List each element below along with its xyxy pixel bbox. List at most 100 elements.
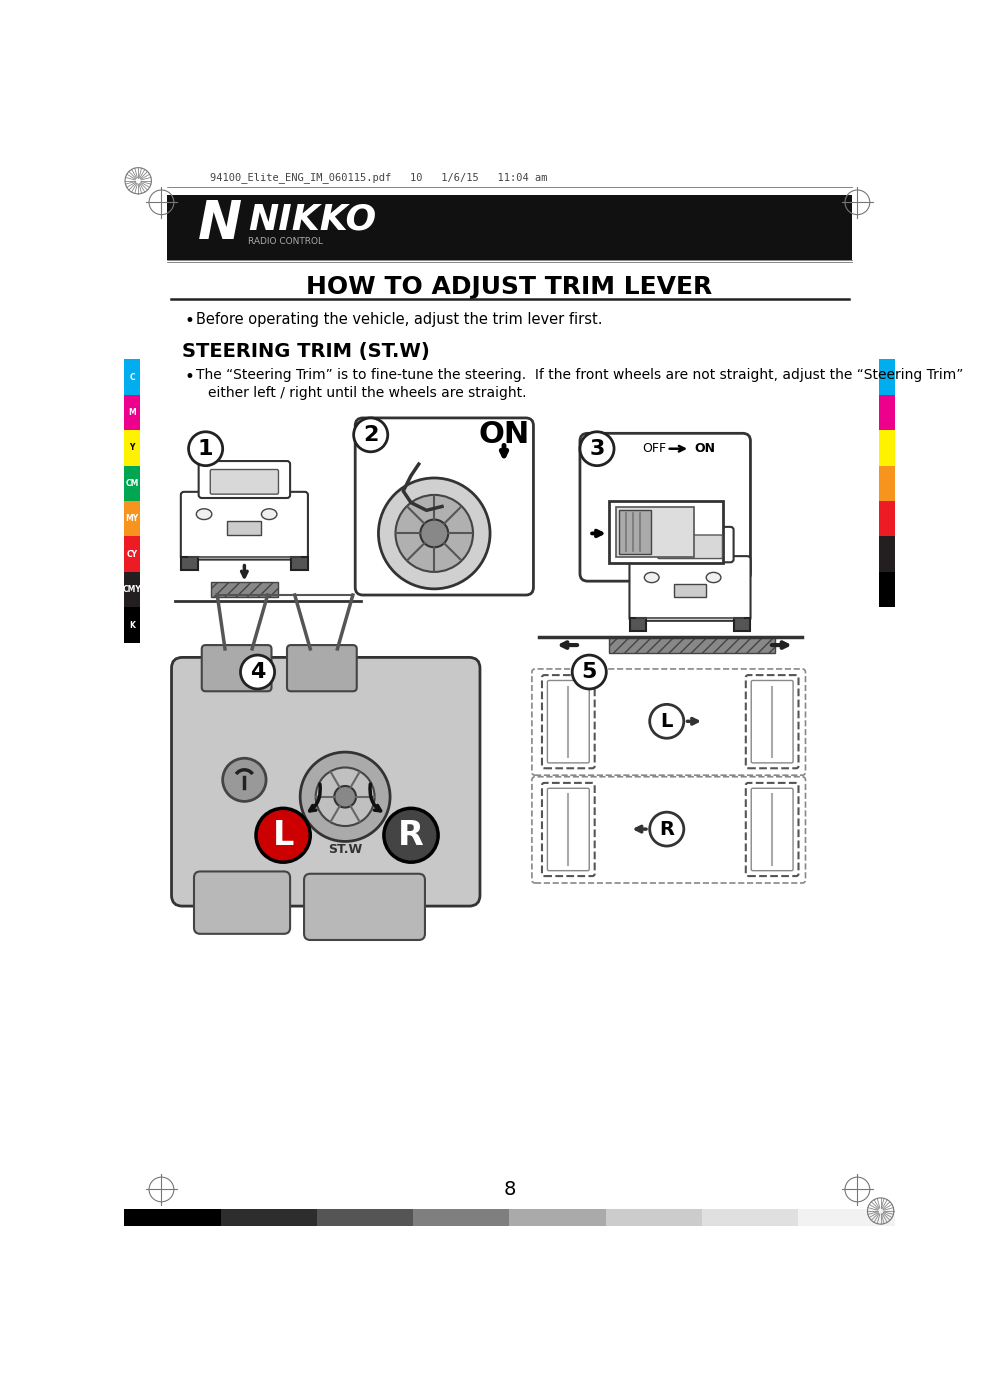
- Text: R: R: [659, 820, 674, 839]
- Text: The “Steering Trim” is to fine-tune the steering.  If the front wheels are not s: The “Steering Trim” is to fine-tune the …: [197, 368, 964, 382]
- Bar: [124, 502, 140, 536]
- FancyBboxPatch shape: [202, 645, 271, 692]
- Bar: [124, 1210, 221, 1226]
- Text: ST.W: ST.W: [328, 842, 362, 856]
- Bar: [879, 360, 895, 395]
- Bar: [510, 1210, 605, 1226]
- Text: 5: 5: [581, 661, 597, 682]
- Bar: [879, 395, 895, 430]
- Circle shape: [650, 812, 684, 846]
- Text: RADIO CONTROL: RADIO CONTROL: [248, 237, 323, 247]
- FancyBboxPatch shape: [548, 681, 589, 763]
- Bar: [605, 1210, 702, 1226]
- Text: L: L: [661, 712, 673, 730]
- Text: either left / right until the wheels are straight.: either left / right until the wheels are…: [208, 386, 527, 400]
- Bar: [735, 617, 750, 631]
- FancyBboxPatch shape: [657, 535, 723, 558]
- Bar: [879, 572, 895, 608]
- Circle shape: [384, 809, 438, 863]
- Bar: [124, 360, 140, 395]
- Bar: [608, 502, 724, 562]
- Ellipse shape: [197, 508, 212, 520]
- FancyBboxPatch shape: [542, 783, 594, 876]
- Bar: [879, 502, 895, 536]
- Text: OFF: OFF: [642, 442, 666, 455]
- Circle shape: [573, 655, 606, 689]
- Ellipse shape: [261, 508, 277, 520]
- Bar: [124, 430, 140, 466]
- Ellipse shape: [644, 572, 659, 583]
- FancyBboxPatch shape: [629, 557, 750, 621]
- Text: •: •: [185, 368, 195, 386]
- Bar: [618, 510, 651, 554]
- FancyBboxPatch shape: [172, 657, 480, 907]
- FancyBboxPatch shape: [199, 462, 290, 497]
- Bar: [221, 1210, 317, 1226]
- Text: CMY: CMY: [122, 586, 141, 594]
- FancyBboxPatch shape: [355, 418, 534, 595]
- Text: 8: 8: [503, 1180, 516, 1199]
- Text: CY: CY: [126, 550, 137, 558]
- Text: 1: 1: [198, 438, 214, 459]
- FancyBboxPatch shape: [532, 777, 805, 883]
- Circle shape: [316, 768, 375, 825]
- Circle shape: [396, 495, 473, 572]
- FancyBboxPatch shape: [548, 788, 589, 871]
- Text: •: •: [185, 311, 195, 329]
- Ellipse shape: [706, 572, 721, 583]
- FancyBboxPatch shape: [542, 675, 594, 769]
- Text: M: M: [128, 408, 136, 418]
- Text: 94100_Elite_ENG_IM_060115.pdf   10   1/6/15   11:04 am: 94100_Elite_ENG_IM_060115.pdf 10 1/6/15 …: [210, 172, 547, 183]
- Bar: [702, 1210, 798, 1226]
- Text: ON: ON: [695, 442, 716, 455]
- Circle shape: [223, 758, 266, 802]
- FancyBboxPatch shape: [211, 470, 278, 495]
- Bar: [124, 572, 140, 608]
- Circle shape: [334, 785, 356, 808]
- Bar: [414, 1210, 510, 1226]
- Text: L: L: [272, 819, 294, 852]
- Text: 3: 3: [589, 438, 604, 459]
- Text: K: K: [129, 620, 135, 630]
- Bar: [124, 466, 140, 502]
- Circle shape: [256, 809, 310, 863]
- Text: MY: MY: [125, 514, 138, 524]
- FancyBboxPatch shape: [646, 526, 734, 562]
- FancyBboxPatch shape: [304, 874, 425, 940]
- Text: HOW TO ADJUST TRIM LEVER: HOW TO ADJUST TRIM LEVER: [306, 276, 713, 299]
- Bar: [317, 1210, 414, 1226]
- FancyBboxPatch shape: [746, 783, 798, 876]
- Bar: [879, 536, 895, 572]
- Bar: [228, 521, 261, 535]
- Circle shape: [189, 431, 223, 466]
- Bar: [124, 536, 140, 572]
- FancyBboxPatch shape: [746, 675, 798, 769]
- Text: ON: ON: [478, 420, 530, 449]
- Text: 4: 4: [249, 661, 265, 682]
- Text: STEERING TRIM (ST.W): STEERING TRIM (ST.W): [182, 343, 430, 361]
- Bar: [608, 638, 775, 653]
- Bar: [879, 466, 895, 502]
- Bar: [181, 557, 198, 570]
- Bar: [798, 1210, 895, 1226]
- Text: Before operating the vehicle, adjust the trim lever first.: Before operating the vehicle, adjust the…: [197, 311, 602, 327]
- Circle shape: [354, 418, 388, 452]
- Bar: [674, 584, 706, 597]
- FancyBboxPatch shape: [532, 668, 805, 776]
- Bar: [616, 507, 694, 557]
- Bar: [291, 557, 308, 570]
- FancyBboxPatch shape: [751, 788, 793, 871]
- Circle shape: [580, 431, 614, 466]
- Circle shape: [420, 520, 448, 547]
- Text: Y: Y: [129, 444, 135, 452]
- FancyBboxPatch shape: [580, 433, 750, 582]
- FancyBboxPatch shape: [194, 871, 290, 934]
- Text: 2: 2: [363, 424, 379, 445]
- Bar: [124, 395, 140, 430]
- FancyBboxPatch shape: [751, 681, 793, 763]
- Text: R: R: [399, 819, 423, 852]
- Circle shape: [650, 704, 684, 739]
- Bar: [167, 194, 852, 260]
- Circle shape: [241, 655, 274, 689]
- Text: N: N: [198, 198, 242, 249]
